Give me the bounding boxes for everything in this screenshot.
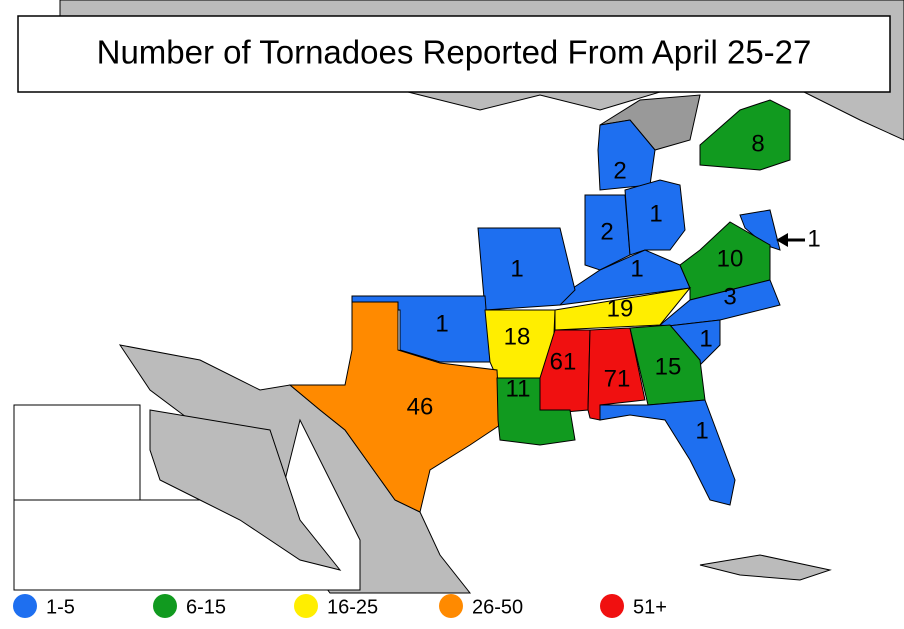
state-count: 18	[504, 323, 531, 350]
title: Number of Tornadoes Reported From April …	[97, 34, 812, 71]
state	[288, 301, 501, 513]
arrow	[776, 233, 805, 247]
state-count: 1	[649, 200, 662, 227]
title-box	[17, 15, 891, 93]
state	[679, 221, 771, 301]
state-count: 2	[613, 157, 626, 184]
legend-label: 1-5	[46, 596, 75, 618]
legend-swatch	[153, 594, 177, 618]
legend-swatch	[294, 594, 318, 618]
state	[584, 194, 631, 271]
state-count: 8	[751, 130, 764, 157]
legend-swatch	[439, 594, 463, 618]
state	[629, 324, 706, 406]
state-count: 1	[435, 310, 448, 337]
state-count: 19	[607, 295, 634, 322]
state-count: 61	[550, 348, 577, 375]
state	[624, 179, 686, 256]
legend-swatch	[600, 594, 624, 618]
state-count: 3	[723, 283, 736, 310]
state-count: 1	[699, 325, 712, 352]
legend-label: 26-50	[472, 596, 523, 618]
state-count: 71	[604, 365, 631, 392]
state	[599, 399, 736, 506]
legend-label: 51+	[633, 596, 667, 618]
state-count: 10	[717, 245, 744, 272]
legend: 1-5 6-15 16-25 26-50 51+	[13, 594, 667, 618]
state	[477, 227, 576, 311]
legend-swatch	[13, 594, 37, 618]
state-count: 1	[695, 417, 708, 444]
state-count: 1	[510, 255, 523, 282]
state-count: 11	[506, 375, 531, 402]
state-count: 2	[600, 218, 613, 245]
state-count: 46	[407, 393, 434, 420]
state	[496, 377, 576, 446]
legend-label: 6-15	[186, 596, 226, 618]
state-count: 1	[807, 225, 820, 252]
state-count: 1	[630, 255, 643, 282]
legend-label: 16-25	[327, 596, 378, 618]
state	[699, 99, 791, 171]
state	[739, 209, 781, 251]
state-count: 15	[655, 353, 682, 380]
